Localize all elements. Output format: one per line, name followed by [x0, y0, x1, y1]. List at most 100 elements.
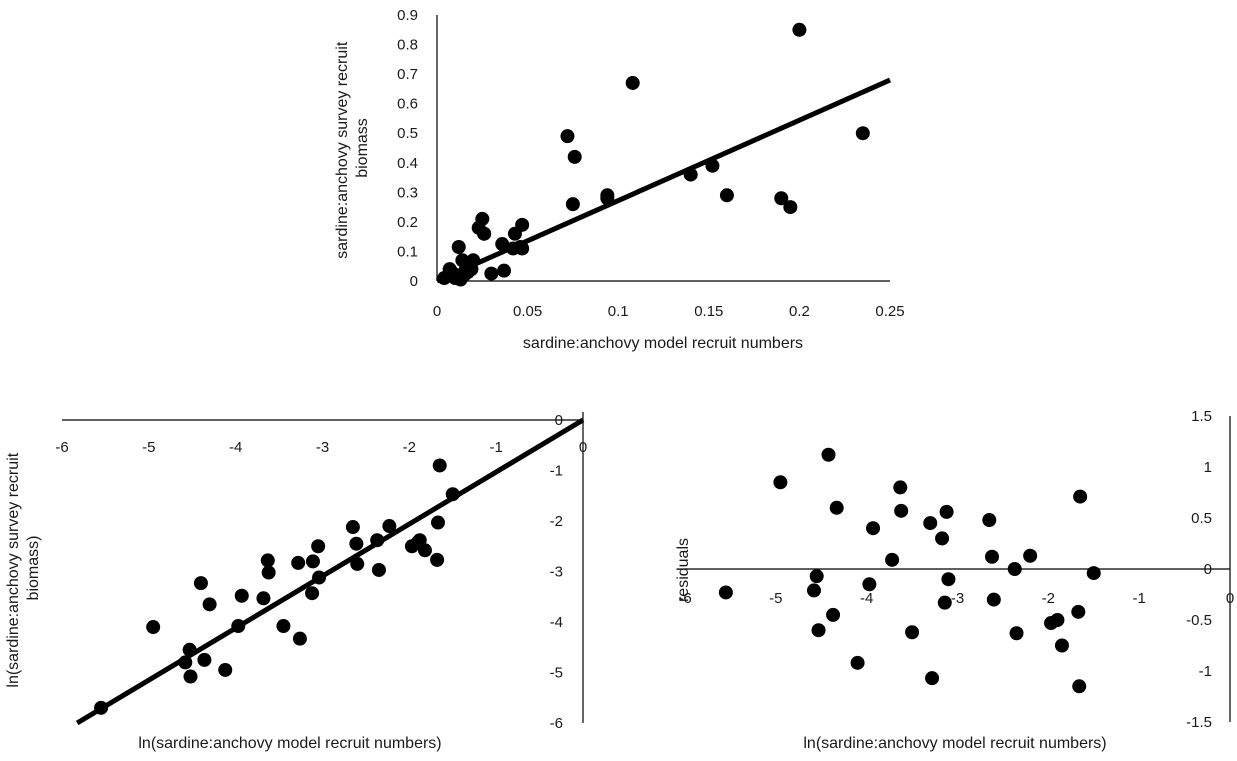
y-tick-label: -1.5 — [1186, 714, 1212, 731]
data-point — [718, 585, 733, 600]
data-point — [560, 129, 575, 144]
x-tick-label: -2 — [403, 439, 416, 456]
data-point — [565, 197, 580, 212]
y-tick-label: 0.7 — [397, 66, 418, 83]
data-point — [477, 226, 492, 241]
data-point — [1007, 562, 1022, 576]
data-point — [939, 504, 954, 519]
data-point — [866, 521, 881, 536]
x-tick-label: 0.1 — [608, 303, 629, 320]
x-tick-label: 0.15 — [694, 303, 723, 320]
data-point — [146, 620, 161, 635]
data-point — [197, 652, 212, 667]
y-tick-label: 0 — [410, 273, 418, 290]
data-point — [292, 631, 307, 646]
data-point — [1071, 604, 1086, 619]
data-point — [497, 263, 512, 278]
data-points-group — [718, 447, 1101, 694]
data-point — [231, 619, 246, 634]
x-tick-label: 0 — [579, 439, 587, 456]
data-point — [260, 553, 275, 568]
trendline — [435, 77, 892, 284]
data-point — [370, 533, 385, 548]
data-point — [1054, 638, 1069, 653]
data-point — [311, 539, 326, 554]
y-tick-label: 0.4 — [397, 155, 418, 172]
data-point — [982, 513, 997, 528]
data-point — [826, 607, 841, 622]
x-tick-labels: -6 -5 -4 -3 -2 -1 0 — [678, 590, 1234, 607]
data-point — [382, 519, 397, 534]
data-point — [1072, 679, 1087, 694]
data-point — [417, 543, 432, 558]
data-point — [371, 562, 386, 577]
x-axis-label: sardine:anchovy model recruit numbers — [523, 335, 803, 352]
y-axis-label: ln(sardine:anchovy survey recruit biomas… — [5, 448, 42, 687]
x-tick-labels: 0 0.05 0.1 0.15 0.2 0.25 — [433, 303, 905, 320]
data-point — [276, 619, 291, 634]
x-axis-label: ln(sardine:anchovy model recruit numbers… — [803, 735, 1106, 752]
data-point — [445, 487, 460, 502]
y-tick-label: -2 — [550, 513, 563, 530]
data-point — [234, 588, 249, 603]
data-point — [985, 549, 1000, 564]
data-point — [567, 149, 582, 164]
data-point — [1009, 626, 1024, 641]
data-point — [821, 447, 836, 462]
x-axis-label: ln(sardine:anchovy model recruit numbers… — [138, 735, 441, 752]
data-point — [495, 237, 510, 252]
data-point — [182, 642, 197, 657]
data-point — [829, 500, 844, 515]
y-tick-label: 0 — [1204, 561, 1212, 578]
y-tick-label: 1 — [1204, 459, 1212, 476]
y-tick-label: 0.6 — [397, 96, 418, 113]
data-point — [432, 458, 447, 473]
x-tick-label: -2 — [1042, 590, 1055, 607]
y-tick-label: -6 — [550, 715, 563, 732]
data-point — [193, 576, 208, 591]
data-point — [1086, 566, 1101, 581]
chart-linear-scatter: 0 0.05 0.1 0.15 0.2 0.25 00.10.20.30.40.50.60… — [334, 7, 905, 352]
y-tick-label: 0.3 — [397, 184, 418, 201]
x-tick-label: -6 — [55, 439, 68, 456]
x-tick-label: 0.25 — [875, 303, 904, 320]
y-axis-label-line-2: biomass — [354, 118, 371, 178]
y-tick-label: 0.8 — [397, 37, 418, 54]
y-tick-labels: 1.5 1 0.5 0 -0.5 -1 -1.5 — [1186, 408, 1212, 731]
x-tick-labels: -6 -5 -4 -3 -2 -1 0 — [55, 439, 587, 456]
data-point — [855, 126, 870, 141]
data-point — [894, 503, 909, 518]
data-point — [515, 241, 530, 256]
x-tick-label: -3 — [316, 439, 329, 456]
data-point — [350, 556, 365, 571]
data-point — [291, 555, 306, 570]
y-tick-label: 0 — [555, 412, 563, 429]
data-point — [941, 572, 956, 587]
chart-residuals-scatter: -6 -5 -4 -3 -2 -1 0 1.5 1 0.5 0 -0.5 -1 -1.5 ln(sard… — [675, 408, 1234, 752]
x-tick-label: 0.2 — [789, 303, 810, 320]
x-tick-label: 0 — [1226, 590, 1234, 607]
y-tick-labels: 0 0.1 0.2 0.3 0.4 0.5 0.6 0.7 0.8 0.9 — [397, 7, 418, 290]
data-point — [312, 570, 327, 585]
y-tick-labels: 0 -1 -2 -3 -4 -5 -6 — [550, 412, 563, 732]
y-axis-label: residuals — [675, 538, 692, 602]
data-point — [937, 595, 952, 610]
data-point — [862, 577, 877, 592]
y-axis-label-line-1: sardine:anchovy survey recruit — [334, 41, 351, 259]
data-point — [451, 240, 466, 255]
y-tick-label: 0.1 — [397, 243, 418, 260]
y-tick-label: 0.9 — [397, 7, 418, 24]
data-point — [484, 266, 499, 281]
data-point — [792, 22, 807, 37]
data-points-group — [437, 22, 870, 287]
data-point — [773, 475, 788, 490]
x-tick-label: 0 — [433, 303, 441, 320]
data-point — [349, 536, 364, 551]
data-point — [305, 586, 320, 601]
data-points-group — [94, 458, 460, 715]
data-point — [806, 583, 821, 598]
data-point — [783, 200, 798, 215]
data-point — [430, 552, 445, 567]
x-tick-label: -6 — [678, 590, 691, 607]
data-point — [986, 592, 1001, 607]
